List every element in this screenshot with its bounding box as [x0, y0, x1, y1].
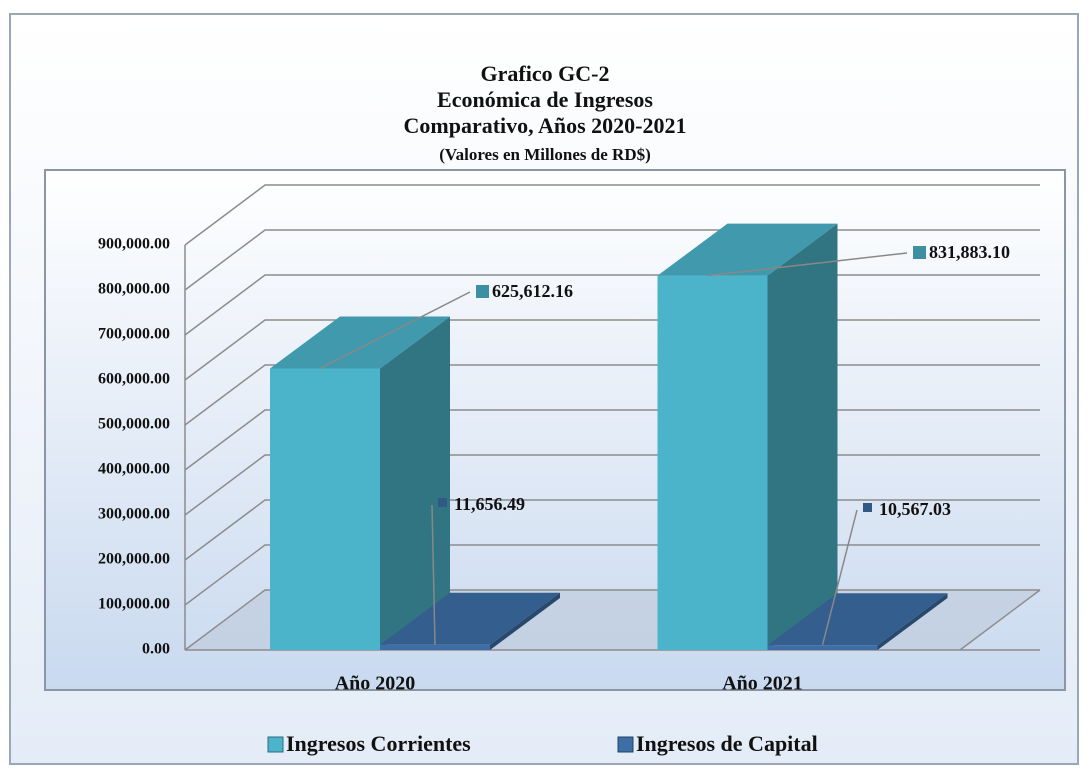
y-tick-label: 300,000.00 [98, 506, 170, 523]
y-tick-label: 700,000.00 [98, 326, 170, 343]
leader-line [821, 509, 858, 646]
bar-face [657, 223, 838, 276]
label-marker [913, 246, 926, 259]
bar-face [490, 592, 560, 650]
value-label: 625,612.16 [492, 281, 573, 301]
bar-face [380, 644, 490, 650]
bar [767, 593, 948, 650]
y-tick-label: 600,000.00 [98, 371, 170, 388]
chart-title: Comparativo, Años 2020-2021 [404, 113, 687, 138]
bar [270, 316, 450, 650]
legend-label: Ingresos de Capital [636, 731, 818, 756]
value-label: 10,567.03 [879, 499, 951, 519]
bar-face [767, 593, 948, 646]
y-tick-label: 900,000.00 [98, 236, 170, 253]
chart-title: Grafico GC-2 [481, 61, 610, 86]
value-label: 831,883.10 [929, 242, 1010, 262]
bar-face [657, 275, 768, 650]
legend-swatch [617, 736, 634, 753]
label-marker [863, 503, 872, 512]
bar-face [767, 645, 878, 650]
y-tick-label: 200,000.00 [98, 551, 170, 568]
chart-title: Económica de Ingresos [437, 87, 653, 112]
x-tick-label: Año 2021 [722, 673, 803, 695]
chart-subtitle: (Valores en Millones de RD$) [439, 145, 651, 164]
legend-swatch [267, 736, 284, 753]
floor-edge [959, 589, 1041, 651]
legend-label: Ingresos Corrientes [286, 731, 471, 756]
y-tick-label: 500,000.00 [98, 416, 170, 433]
y-tick-label: 400,000.00 [98, 461, 170, 478]
x-tick-label: Año 2020 [335, 673, 416, 695]
bar-face [270, 316, 450, 369]
leader-line [707, 252, 908, 277]
value-label: 11,656.49 [454, 494, 525, 514]
bar-face [380, 592, 560, 645]
bar-face [767, 223, 838, 651]
bar [380, 592, 560, 650]
bar-face [270, 368, 380, 650]
bar [657, 223, 838, 651]
y-tick-label: 0.00 [142, 641, 170, 658]
leader-line [319, 291, 471, 370]
label-marker [476, 285, 489, 298]
leader-line [431, 504, 436, 646]
bar-face [380, 316, 450, 650]
grid-line [184, 184, 1040, 246]
bar-face [877, 593, 948, 650]
y-tick-label: 800,000.00 [98, 281, 170, 298]
y-tick-label: 100,000.00 [98, 596, 170, 613]
label-marker [438, 498, 447, 507]
